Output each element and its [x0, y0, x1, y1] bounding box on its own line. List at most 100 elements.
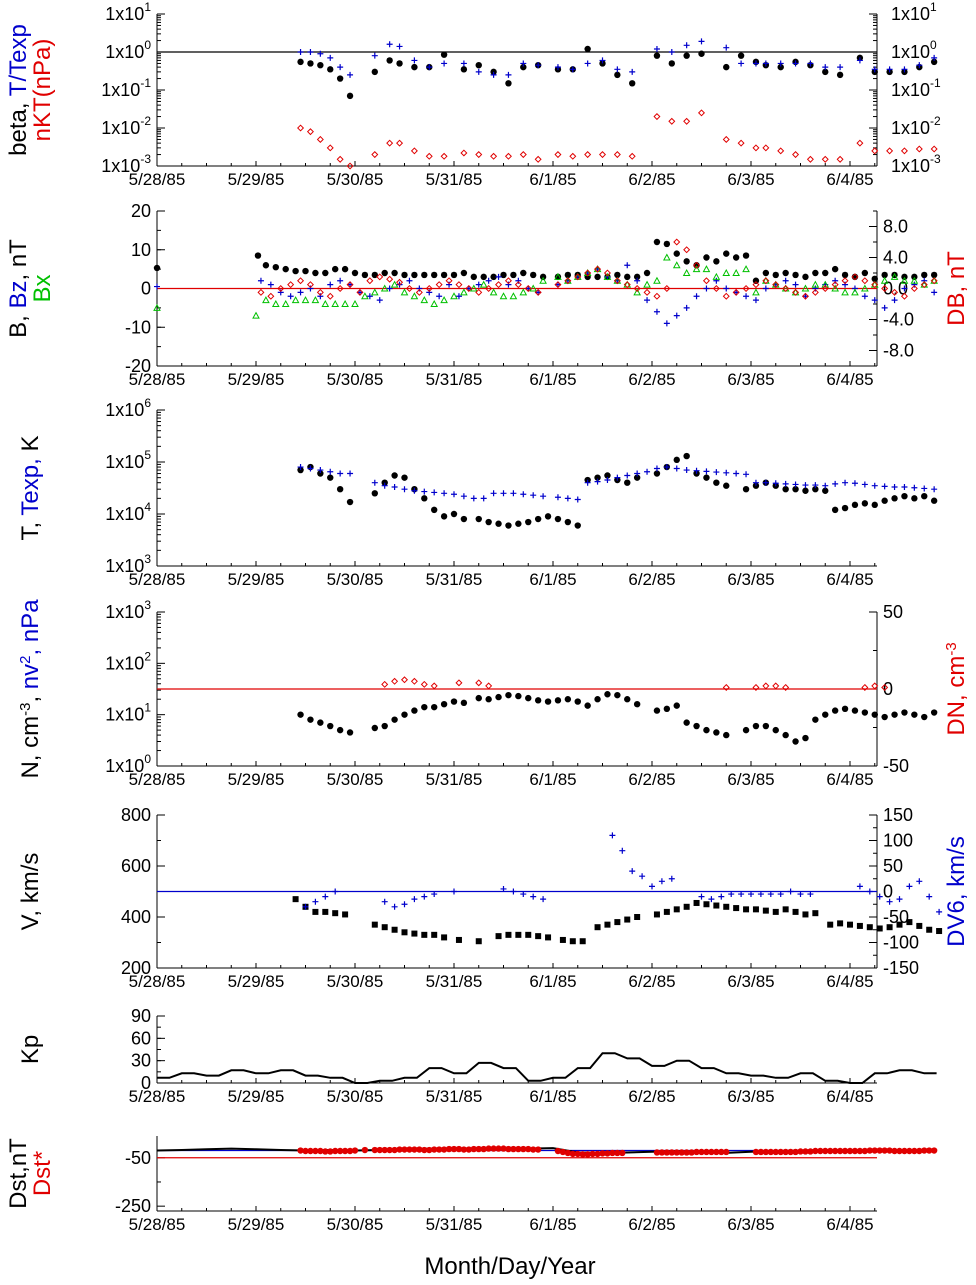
data-point	[683, 246, 691, 254]
data-point	[421, 488, 428, 495]
data-point	[822, 482, 829, 489]
data-point	[262, 262, 270, 269]
data-point	[470, 273, 478, 281]
data-point	[792, 281, 799, 288]
data-point	[772, 908, 779, 915]
data-point	[663, 240, 671, 248]
data-point	[460, 493, 467, 500]
data-point	[633, 474, 641, 481]
data-point	[347, 71, 354, 78]
data-point	[683, 52, 690, 59]
right-tick-label: 1x100	[891, 38, 937, 62]
data-point	[931, 486, 938, 493]
y-tick-label: -250	[115, 1196, 151, 1216]
data-point	[485, 518, 492, 526]
data-point	[916, 1147, 923, 1155]
data-point	[752, 277, 760, 284]
data-point	[599, 1150, 606, 1157]
data-point	[861, 500, 869, 507]
data-point	[629, 80, 636, 87]
data-point	[559, 936, 566, 943]
data-point	[505, 80, 512, 87]
data-point	[827, 1147, 834, 1155]
data-point	[534, 155, 542, 163]
data-point	[337, 64, 344, 71]
data-point	[836, 155, 844, 163]
data-point	[450, 292, 458, 300]
data-point	[509, 292, 518, 300]
data-point	[742, 284, 750, 293]
data-point	[752, 722, 760, 730]
data-point	[624, 916, 631, 923]
data-point	[336, 284, 344, 293]
x-tick-label: 5/31/85	[426, 570, 483, 589]
data-point	[376, 297, 383, 304]
data-point	[623, 281, 631, 289]
data-point	[446, 281, 453, 288]
data-point	[426, 289, 433, 296]
data-point	[634, 277, 641, 284]
data-point	[554, 273, 562, 281]
data-point	[380, 284, 389, 292]
data-point	[311, 296, 320, 304]
data-point	[411, 487, 418, 494]
data-point	[441, 60, 448, 67]
data-point	[672, 261, 681, 269]
data-point	[510, 1145, 517, 1153]
data-point	[871, 147, 879, 155]
data-point	[440, 51, 448, 58]
y-tick-label: 60	[131, 1028, 151, 1048]
data-point	[445, 277, 453, 285]
data-point	[584, 479, 591, 486]
data-point	[708, 896, 715, 903]
right-tick-label: 50	[883, 856, 903, 876]
data-point	[886, 924, 893, 931]
data-point	[420, 296, 429, 304]
data-point	[673, 906, 680, 913]
data-point	[579, 1151, 586, 1158]
data-point	[371, 52, 378, 59]
right-tick-label: 150	[883, 805, 913, 825]
data-point	[515, 931, 522, 938]
data-point	[450, 510, 458, 518]
data-point	[515, 277, 522, 284]
data-point	[822, 1147, 829, 1155]
data-point	[663, 253, 671, 261]
data-point	[371, 151, 379, 159]
data-point	[698, 1148, 705, 1156]
data-point	[405, 284, 413, 293]
data-point	[366, 293, 373, 300]
y-axis-label: B, Bz, nT	[5, 239, 32, 338]
x-tick-label: 5/31/85	[426, 972, 483, 991]
data-point	[366, 277, 374, 285]
data-point	[762, 1148, 770, 1156]
data-point	[831, 707, 839, 714]
data-point	[663, 284, 671, 293]
y-tick-label: -50	[125, 1148, 151, 1168]
x-tick-label: 6/4/85	[826, 1087, 873, 1106]
data-point	[356, 289, 363, 296]
data-point	[762, 479, 769, 486]
data-point	[489, 288, 498, 296]
data-point	[767, 1148, 775, 1156]
data-point	[440, 1146, 448, 1153]
data-point	[490, 152, 498, 160]
data-point	[307, 716, 314, 723]
panel-3: 5/28/85 5/29/85 5/30/85 5/31/85 6/1/85 6/2/85…	[17, 598, 970, 789]
data-point	[911, 711, 918, 718]
data-point	[782, 906, 789, 913]
data-point	[307, 49, 314, 55]
data-point	[371, 479, 378, 486]
data-point	[900, 147, 908, 155]
data-point	[475, 694, 482, 702]
data-point	[530, 1146, 537, 1153]
data-point	[643, 280, 651, 288]
y-tick-label: 600	[121, 856, 151, 876]
data-point	[900, 276, 909, 284]
data-point	[881, 497, 888, 504]
data-point	[673, 250, 680, 257]
data-point	[327, 1148, 334, 1155]
data-point	[613, 151, 621, 159]
data-point	[802, 482, 809, 489]
data-point	[426, 64, 433, 71]
